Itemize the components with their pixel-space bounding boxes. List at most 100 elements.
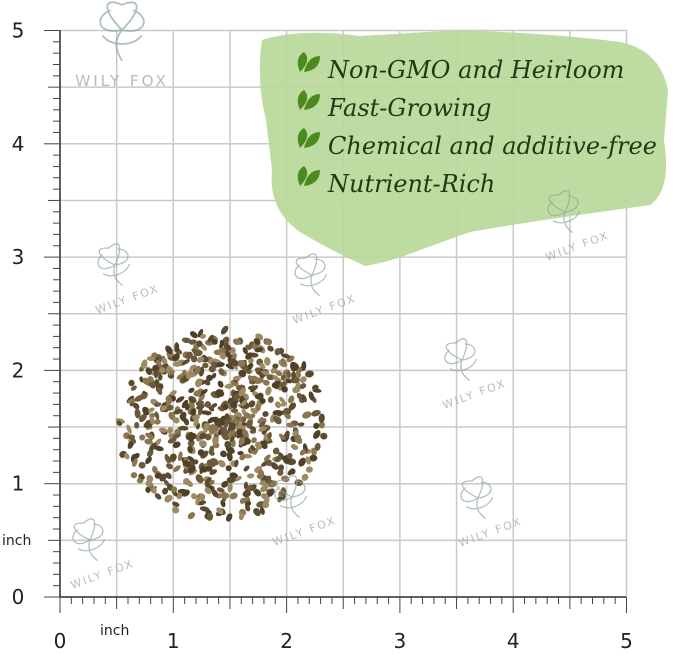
seed xyxy=(206,459,216,467)
seed xyxy=(198,394,205,402)
seed xyxy=(205,465,213,472)
seed xyxy=(320,432,328,440)
seed xyxy=(274,401,282,409)
seed xyxy=(194,366,201,375)
seed xyxy=(207,334,214,343)
seed xyxy=(139,376,144,383)
seed xyxy=(257,469,265,480)
seed xyxy=(267,396,274,403)
seed xyxy=(253,338,261,346)
seed xyxy=(188,464,196,474)
seed xyxy=(202,362,209,369)
seed xyxy=(204,477,212,486)
seed xyxy=(158,374,163,381)
seed xyxy=(288,402,297,411)
x-label: 5 xyxy=(620,629,633,653)
seed xyxy=(232,338,241,345)
seed xyxy=(240,453,245,461)
seed xyxy=(184,403,190,411)
seed xyxy=(149,416,155,425)
seed xyxy=(152,364,160,372)
seed xyxy=(169,390,177,396)
seed xyxy=(152,465,158,474)
seed xyxy=(225,513,233,522)
seed xyxy=(248,357,254,364)
seed xyxy=(234,412,242,417)
seed xyxy=(281,385,288,393)
feature-text: Chemical and additive-free xyxy=(328,132,657,160)
seed xyxy=(279,434,286,440)
seed xyxy=(302,411,312,419)
seed xyxy=(250,444,256,451)
x-label: 2 xyxy=(280,629,293,653)
seed xyxy=(116,420,123,426)
seed xyxy=(190,493,198,500)
seed xyxy=(314,442,321,451)
seed xyxy=(242,490,252,498)
seed xyxy=(291,371,296,379)
seed xyxy=(313,430,321,439)
seed xyxy=(154,411,160,420)
seed xyxy=(138,473,145,480)
clover-icon xyxy=(294,253,328,297)
seed xyxy=(130,385,137,391)
seed xyxy=(154,445,164,452)
seed xyxy=(269,480,278,488)
seed xyxy=(156,387,163,395)
watermark-text: WILY FOX xyxy=(75,72,169,90)
seed xyxy=(258,371,264,379)
feature-item: Non-GMO and Heirloom xyxy=(297,52,624,84)
seed xyxy=(305,370,314,378)
seed xyxy=(232,375,242,381)
seed xyxy=(134,408,141,419)
seed xyxy=(308,391,315,401)
seed xyxy=(263,338,273,346)
seed xyxy=(305,456,311,465)
seed xyxy=(259,506,265,515)
seed xyxy=(218,368,225,376)
seed xyxy=(286,422,296,428)
seed xyxy=(204,487,212,495)
seed xyxy=(259,480,267,486)
seed xyxy=(212,416,220,424)
seed xyxy=(222,403,229,410)
clover-icon xyxy=(72,518,106,562)
seed xyxy=(274,455,282,463)
seed xyxy=(220,426,228,434)
seed xyxy=(296,392,304,400)
seed xyxy=(128,379,135,387)
x-label: 0 xyxy=(54,629,67,653)
seed xyxy=(195,378,203,388)
clover-icon xyxy=(99,1,145,62)
seed xyxy=(181,359,190,365)
seed xyxy=(145,432,154,440)
x-label: 1 xyxy=(167,629,180,653)
seed xyxy=(247,385,258,391)
clover-icon xyxy=(97,243,131,287)
seed xyxy=(196,356,205,363)
seed xyxy=(177,451,183,462)
seed xyxy=(227,482,233,493)
seed xyxy=(263,454,271,461)
seed xyxy=(196,340,203,347)
seed xyxy=(211,372,217,379)
seed xyxy=(234,459,239,468)
seed xyxy=(286,452,293,459)
seed xyxy=(187,512,196,520)
seed xyxy=(165,396,172,406)
seed xyxy=(248,400,256,408)
seed xyxy=(167,426,173,434)
seed xyxy=(193,349,203,357)
seed xyxy=(154,493,162,500)
seed xyxy=(242,453,253,459)
seed xyxy=(134,421,140,429)
seed xyxy=(243,412,251,419)
seed xyxy=(245,344,252,351)
seed xyxy=(172,441,181,449)
seed xyxy=(240,400,247,406)
seed xyxy=(176,491,183,500)
seed xyxy=(177,488,187,494)
seed xyxy=(189,331,198,339)
seed xyxy=(288,395,295,404)
seed xyxy=(165,472,172,480)
